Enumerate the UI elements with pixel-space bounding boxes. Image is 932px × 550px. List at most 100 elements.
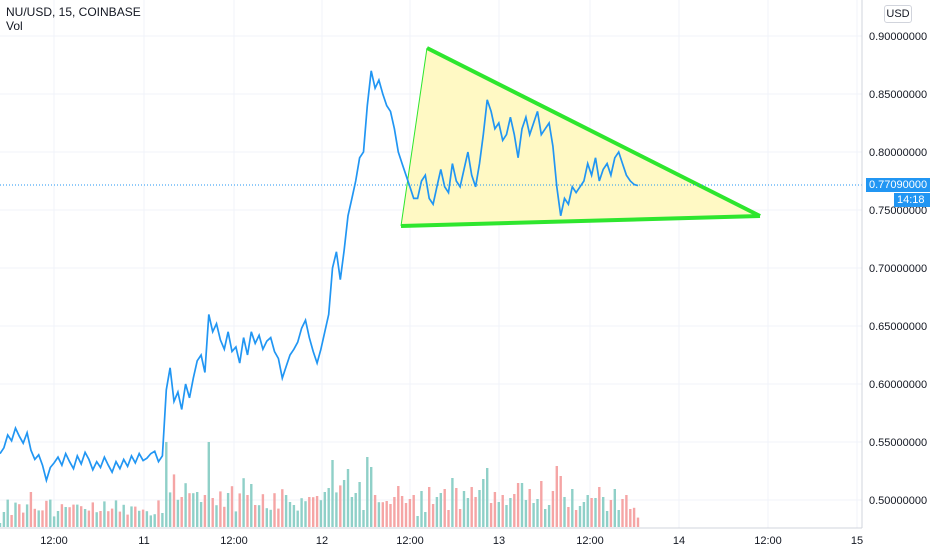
price-tick-label: 0.60000000	[869, 379, 927, 391]
volume-bar	[598, 487, 601, 527]
volume-bar	[335, 492, 338, 527]
volume-bar	[118, 511, 122, 527]
volume-bar	[629, 509, 632, 527]
time-tick-label: 12:00	[576, 535, 604, 547]
volume-bar	[455, 488, 458, 527]
volume-bar	[95, 512, 98, 527]
volume-bar	[339, 485, 342, 527]
volume-bar	[435, 497, 439, 527]
volume-bar	[443, 489, 446, 527]
volume-bar	[91, 502, 94, 527]
volume-bar	[501, 495, 504, 527]
time-tick-label: 12	[316, 535, 328, 547]
time-tick-label: 12:00	[40, 535, 68, 547]
volume-bar	[10, 515, 13, 527]
volume-bar	[103, 501, 106, 527]
volume-bar	[114, 500, 118, 527]
volume-bar	[134, 506, 137, 527]
volume-bar	[412, 495, 415, 527]
volume-bar	[416, 516, 419, 527]
volume-bar	[346, 469, 350, 527]
volume-bar	[594, 498, 597, 527]
volume-bar	[269, 509, 272, 527]
volume-bar	[489, 503, 493, 527]
volume-bar	[80, 506, 83, 527]
volume-bar	[571, 489, 574, 527]
volume-bar	[509, 498, 512, 527]
bar-countdown-tag: 14:18	[894, 193, 930, 207]
volume-bar	[331, 460, 334, 527]
volume-bar	[389, 504, 392, 527]
volume-bar	[547, 505, 551, 527]
volume-bar	[559, 476, 562, 527]
volume-bar	[602, 497, 605, 527]
volume-bar	[393, 497, 396, 527]
triangle-lower-trendline[interactable]	[400, 214, 761, 228]
triangle-left-edge	[400, 47, 428, 227]
volume-bar	[172, 474, 176, 527]
triangle-pattern[interactable]	[401, 48, 760, 226]
volume-bar	[397, 486, 400, 527]
volume-bar	[493, 492, 497, 527]
volume-bar	[234, 511, 238, 527]
volume-bar	[532, 503, 535, 527]
volume-bar	[238, 493, 241, 527]
volume-bar	[68, 507, 71, 527]
volume-bar	[126, 514, 129, 527]
volume-bar	[18, 504, 21, 527]
volume-bar	[22, 512, 25, 527]
volume-bar	[632, 507, 636, 527]
volume-bar	[277, 508, 280, 527]
volume-bar	[536, 499, 539, 527]
volume-bar	[366, 457, 369, 527]
price-tick-label: 0.55000000	[869, 437, 927, 449]
volume-bar	[130, 506, 133, 527]
volume-bar	[486, 468, 489, 527]
volume-bars	[0, 442, 640, 527]
volume-bar	[516, 483, 520, 527]
volume-bar	[439, 493, 442, 527]
volume-bar	[462, 491, 466, 527]
volume-bar	[327, 488, 330, 527]
currency-button[interactable]: USD	[884, 5, 912, 23]
time-tick-label: 12:00	[754, 535, 782, 547]
volume-bar	[14, 502, 17, 527]
volume-bar	[165, 442, 168, 527]
volume-bar	[273, 493, 276, 527]
volume-bar	[373, 495, 377, 527]
volume-bar	[431, 504, 435, 527]
volume-bar	[319, 500, 323, 527]
volume-bar	[524, 500, 528, 527]
volume-bar	[540, 481, 543, 527]
volume-bar	[60, 504, 64, 527]
volume-bar	[555, 466, 558, 527]
volume-bar	[157, 500, 160, 527]
volume-bar	[265, 508, 268, 527]
volume-indicator-label[interactable]: Vol	[6, 19, 23, 33]
volume-bar	[613, 489, 616, 527]
volume-bar	[25, 504, 29, 527]
volume-bar	[362, 510, 365, 527]
time-tick-label: 13	[493, 535, 505, 547]
triangle-upper-trendline[interactable]	[426, 46, 761, 218]
volume-bar	[122, 504, 125, 527]
volume-bar	[250, 484, 253, 527]
volume-bar	[281, 489, 284, 527]
volume-bar	[64, 507, 67, 527]
volume-bar	[6, 499, 9, 527]
volume-bar	[323, 492, 326, 527]
volume-bar	[312, 497, 315, 527]
volume-bar	[567, 507, 570, 527]
symbol-title[interactable]: NU/USD, 15, COINBASE	[6, 5, 141, 19]
time-tick-label: 11	[138, 535, 149, 547]
volume-bar	[408, 499, 412, 527]
volume-bar	[242, 478, 245, 527]
price-axis: 0.90000000 0.85000000 0.80000000 0.75000000…	[869, 31, 927, 507]
volume-bar	[230, 486, 234, 527]
volume-bar	[578, 506, 582, 527]
volume-bar	[99, 511, 102, 527]
volume-bar	[110, 508, 114, 527]
price-tick-label: 0.80000000	[869, 147, 927, 159]
volume-bar	[141, 509, 145, 527]
